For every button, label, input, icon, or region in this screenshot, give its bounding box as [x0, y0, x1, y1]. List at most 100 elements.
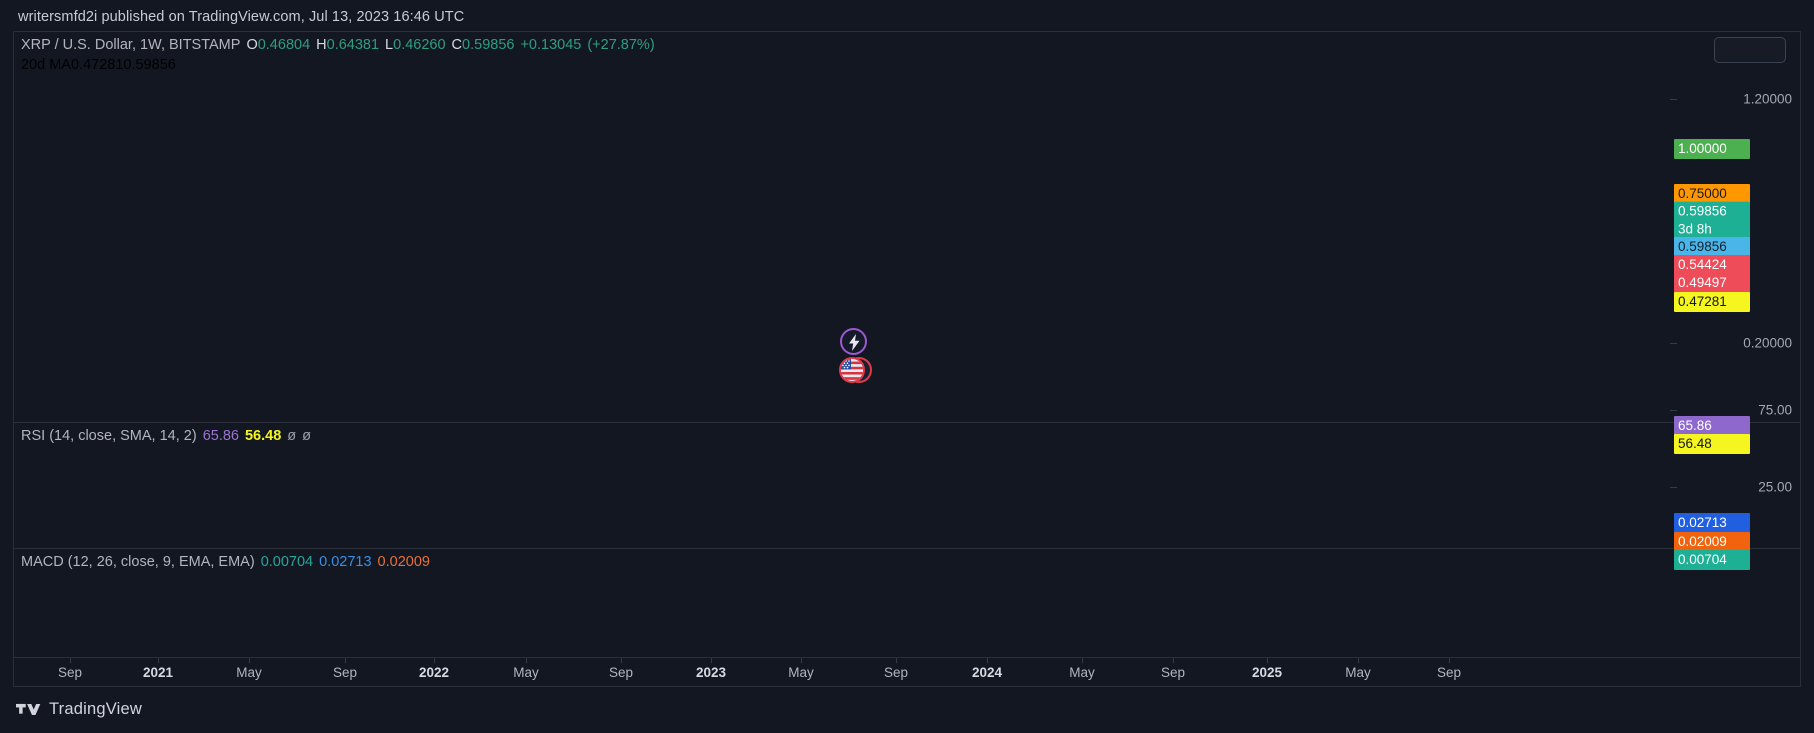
macd-pane-background — [14, 549, 1670, 657]
rsi-sma-value: 56.48 — [244, 428, 282, 444]
macd-tag-macd[interactable]: 0.02713 — [1674, 513, 1750, 533]
price-tag-support-054-value: 0.54424 — [1678, 257, 1727, 272]
chart-frame: XRP / U.S. Dollar, 1W, BITSTAMP O0.46804 H… — [13, 31, 1801, 687]
price-scale-labels: 1.20000 0.20000 1.00000 0.75000 0.59856 3d 8h… — [1670, 32, 1800, 686]
scale-tick-mark — [1670, 99, 1677, 100]
close-label: C — [451, 37, 463, 53]
macd-line-value: 0.02713 — [319, 554, 372, 570]
rsi-tag-value-value: 65.86 — [1678, 418, 1712, 433]
time-axis-label: May — [1069, 665, 1095, 680]
price-tag-resistance-1-value: 1.00000 — [1678, 141, 1727, 156]
time-axis-tick — [70, 658, 71, 663]
time-axis-tick — [1173, 658, 1174, 663]
time-axis-label: May — [513, 665, 539, 680]
time-axis[interactable]: Sep 2021 May Sep 2022 May Sep 2023 May Sep 2024 May… — [14, 658, 1670, 687]
us-flag-badge-icon[interactable] — [839, 357, 874, 385]
rsi-pane[interactable]: RSI (14, close, SMA, 14, 2) 65.86 56.48 ø ø — [14, 423, 1670, 548]
high-label: H — [316, 37, 327, 53]
rsi-tag-sma[interactable]: 56.48 — [1674, 434, 1750, 454]
price-scale[interactable]: 1.20000 0.20000 1.00000 0.75000 0.59856 3d 8h… — [1670, 32, 1800, 686]
price-tag-last-price-countdown: 3d 8h — [1678, 221, 1712, 237]
price-tag-resistance-1[interactable]: 1.00000 — [1674, 139, 1750, 159]
time-axis-label: 2021 — [142, 665, 174, 680]
rsi-tag-sma-value: 56.48 — [1678, 436, 1712, 451]
scale-tick-label: 25.00 — [1758, 479, 1792, 495]
time-axis-label: May — [788, 665, 814, 680]
time-axis-label: 2023 — [695, 665, 727, 680]
lightning-badge-icon[interactable] — [840, 328, 867, 355]
time-axis-label: May — [236, 665, 262, 680]
rsi-lower-band-value: ø — [302, 428, 311, 444]
time-axis-tick — [896, 658, 897, 663]
us-flag-glyph — [841, 359, 863, 380]
us-flag-circle — [839, 357, 865, 383]
scale-tick-mark — [1670, 410, 1677, 411]
time-axis-tick — [526, 658, 527, 663]
time-axis-label: Sep — [1160, 665, 1186, 680]
publisher-caption: writersmfd2i published on TradingView.co… — [18, 9, 465, 25]
time-axis-label: 2025 — [1251, 665, 1283, 680]
macd-tag-histogram-value: 0.00704 — [1678, 552, 1727, 567]
symbol-label[interactable]: XRP / U.S. Dollar, 1W, BITSTAMP — [21, 37, 241, 53]
ma-value-secondary: 0.59856 — [123, 57, 176, 73]
scale-settings-box[interactable] — [1714, 37, 1786, 63]
price-tag-close[interactable]: 0.59856 — [1674, 237, 1750, 257]
price-tag-support-054[interactable]: 0.54424 — [1674, 255, 1750, 275]
close-value: 0.59856 — [462, 37, 515, 53]
tradingview-logo-icon — [16, 703, 41, 716]
ma-name[interactable]: 20d MA — [21, 57, 71, 73]
time-axis-tick — [711, 658, 712, 663]
time-axis-tick — [1358, 658, 1359, 663]
price-tag-ma[interactable]: 0.47281 — [1674, 292, 1750, 312]
change-absolute: +0.13045 — [520, 37, 582, 53]
pane-separator-2[interactable] — [14, 548, 1800, 549]
price-tag-close-value: 0.59856 — [1678, 239, 1727, 254]
macd-legend: MACD (12, 26, close, 9, EMA, EMA) 0.00704… — [21, 554, 430, 570]
price-tag-support-049[interactable]: 0.49497 — [1674, 273, 1750, 293]
macd-title[interactable]: MACD (12, 26, close, 9, EMA, EMA) — [21, 554, 255, 570]
macd-tag-histogram[interactable]: 0.00704 — [1674, 550, 1750, 570]
price-tag-last-price[interactable]: 0.59856 3d 8h — [1674, 201, 1750, 240]
time-axis-tick — [1267, 658, 1268, 663]
low-label: L — [385, 37, 394, 53]
high-value: 0.64381 — [326, 37, 380, 53]
price-pane-background — [14, 32, 1670, 422]
rsi-title[interactable]: RSI (14, close, SMA, 14, 2) — [21, 428, 197, 444]
price-legend: XRP / U.S. Dollar, 1W, BITSTAMP O0.46804 H… — [21, 37, 655, 53]
open-value: 0.46804 — [257, 37, 311, 53]
time-axis-tick — [1449, 658, 1450, 663]
time-axis-label: Sep — [1436, 665, 1462, 680]
pane-separator-3[interactable] — [14, 657, 1800, 658]
price-tag-support-049-value: 0.49497 — [1678, 275, 1727, 290]
ma-value: 0.47281 — [70, 57, 124, 73]
rsi-value: 65.86 — [202, 428, 239, 444]
time-axis-tick — [249, 658, 250, 663]
price-tag-resistance-075-value: 0.75000 — [1678, 186, 1727, 201]
time-axis-label: 2024 — [971, 665, 1003, 680]
scale-tick-label: 1.20000 — [1743, 91, 1792, 107]
time-axis-label: Sep — [57, 665, 83, 680]
time-axis-label: Sep — [608, 665, 634, 680]
pane-separator-1[interactable] — [14, 422, 1800, 423]
price-tag-ma-value: 0.47281 — [1678, 294, 1727, 309]
time-axis-tick — [1082, 658, 1083, 663]
price-tag-resistance-075[interactable]: 0.75000 — [1674, 184, 1750, 204]
macd-histogram-value: 0.00704 — [260, 554, 314, 570]
time-axis-tick — [158, 658, 159, 663]
macd-tag-signal-value: 0.02009 — [1678, 534, 1727, 549]
macd-tag-macd-value: 0.02713 — [1678, 515, 1727, 530]
ma-legend: 20d MA0.472810.59856 — [21, 57, 176, 73]
change-percent: (+27.87%) — [587, 37, 655, 53]
time-axis-tick — [621, 658, 622, 663]
tradingview-footer: TradingView — [16, 700, 142, 719]
price-pane[interactable]: XRP / U.S. Dollar, 1W, BITSTAMP O0.46804 H… — [14, 32, 1670, 422]
time-axis-tick — [434, 658, 435, 663]
macd-tag-signal[interactable]: 0.02009 — [1674, 532, 1750, 552]
scale-tick-mark — [1670, 487, 1677, 488]
time-axis-tick — [987, 658, 988, 663]
rsi-legend: RSI (14, close, SMA, 14, 2) 65.86 56.48 ø ø — [21, 428, 311, 444]
scale-tick-label: 75.00 — [1758, 402, 1792, 418]
macd-pane[interactable]: MACD (12, 26, close, 9, EMA, EMA) 0.00704… — [14, 549, 1670, 657]
rsi-tag-value[interactable]: 65.86 — [1674, 416, 1750, 436]
